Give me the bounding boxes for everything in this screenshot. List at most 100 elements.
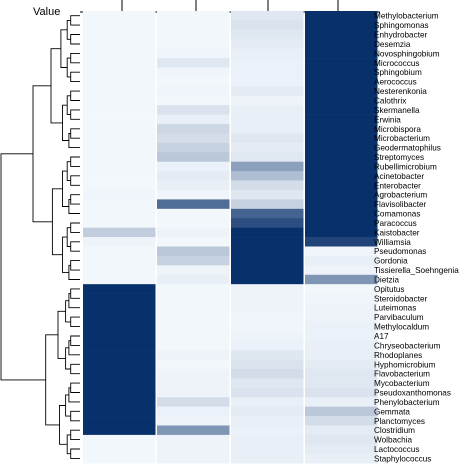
heatmap-cell xyxy=(305,124,378,134)
heatmap-cell xyxy=(83,331,156,341)
heatmap-cell xyxy=(157,86,230,97)
heatmap-cell xyxy=(83,340,156,351)
heatmap-cell xyxy=(83,142,156,153)
heatmap-cell xyxy=(231,246,304,257)
heatmap-cell xyxy=(157,142,230,153)
heatmap-cell xyxy=(83,20,156,31)
heatmap-cell xyxy=(231,95,304,106)
heatmap-cell xyxy=(157,11,230,21)
heatmap-cell xyxy=(157,406,230,417)
row-label: Rhodoplanes xyxy=(374,351,422,360)
heatmap-cell xyxy=(305,416,378,426)
heatmap-cell xyxy=(305,359,378,370)
heatmap-cell xyxy=(305,331,378,341)
heatmap-cell xyxy=(83,434,156,445)
row-label: Chryseobacterium xyxy=(374,341,441,350)
heatmap-cell xyxy=(231,76,304,87)
heatmap-cell xyxy=(83,39,156,49)
heatmap-cell xyxy=(305,11,378,21)
heatmap-cell xyxy=(157,416,230,426)
row-label: Rubellimicrobium xyxy=(374,162,437,171)
row-label: Acinetobacter xyxy=(374,172,424,181)
heatmap-cell xyxy=(83,152,156,163)
heatmap-cell xyxy=(305,29,378,40)
heatmap-cell xyxy=(231,444,304,455)
row-label: Sphingomonas xyxy=(374,21,429,30)
heatmap-cell xyxy=(157,303,230,313)
heatmap-cell xyxy=(83,95,156,106)
row-label: Williamsia xyxy=(374,238,411,247)
heatmap-cell xyxy=(231,189,304,200)
heatmap-cell xyxy=(231,180,304,191)
heatmap-cell xyxy=(305,444,378,455)
heatmap-cell xyxy=(157,274,230,285)
row-label: Mycobacterium xyxy=(374,379,430,388)
heatmap-cell xyxy=(83,246,156,257)
heatmap-cell xyxy=(83,237,156,247)
row-label: Dietzia xyxy=(374,275,399,284)
row-label: Skermanella xyxy=(374,106,420,115)
heatmap-cell xyxy=(231,312,304,323)
heatmap-cell xyxy=(305,303,378,313)
heatmap-cell xyxy=(231,331,304,341)
heatmap-cell xyxy=(157,444,230,455)
heatmap-cell xyxy=(305,274,378,285)
heatmap-cell xyxy=(83,218,156,228)
heatmap-cell xyxy=(157,237,230,247)
heatmap-cell xyxy=(157,105,230,115)
heatmap-cell xyxy=(157,161,230,172)
heatmap-cell xyxy=(157,171,230,181)
heatmap-cell xyxy=(83,284,156,294)
row-label: Hyphomicrobium xyxy=(374,360,436,369)
row-label: Clostridium xyxy=(374,426,415,435)
heatmap-cell xyxy=(305,199,378,210)
heatmap-cell xyxy=(231,340,304,351)
row-label: Kaistobacter xyxy=(374,228,420,237)
row-label: Microbacterium xyxy=(374,134,430,143)
heatmap-cell xyxy=(305,218,378,228)
heatmap-cell xyxy=(305,246,378,257)
heatmap-cell xyxy=(83,86,156,97)
row-label: Parvibaculum xyxy=(374,313,424,322)
heatmap-cell xyxy=(305,105,378,115)
heatmap-cell xyxy=(305,340,378,351)
row-label: Luteimonas xyxy=(374,304,416,313)
row-label: Gemmata xyxy=(374,407,410,416)
row-label: Erwinia xyxy=(374,115,401,124)
row-label: Calothrix xyxy=(374,96,406,105)
row-label: Planctomyces xyxy=(374,417,425,426)
heatmap-cell xyxy=(83,397,156,407)
row-label: Methylobacterium xyxy=(374,12,439,21)
heatmap-cell xyxy=(231,208,304,219)
row-label: Aerococcus xyxy=(374,78,417,87)
heatmap-cell xyxy=(157,255,230,266)
heatmap-cell xyxy=(83,378,156,389)
heatmap-cell xyxy=(305,39,378,49)
heatmap-cell xyxy=(157,29,230,40)
heatmap-cell xyxy=(305,58,378,68)
heatmap-cell xyxy=(83,48,156,59)
heatmap-cell xyxy=(157,293,230,304)
heatmap-cell xyxy=(157,67,230,78)
heatmap-cell xyxy=(83,255,156,266)
heatmap-cell xyxy=(83,312,156,323)
heatmap-cell xyxy=(231,265,304,276)
heatmap-cell xyxy=(83,444,156,455)
heatmap-cell xyxy=(305,425,378,436)
heatmap-cell xyxy=(305,180,378,191)
heatmap-cell xyxy=(305,171,378,181)
heatmap-cell xyxy=(305,378,378,389)
heatmap-cell xyxy=(157,350,230,360)
heatmap-cell xyxy=(83,321,156,332)
row-label: Opitutus xyxy=(374,285,405,294)
heatmap-cell xyxy=(305,114,378,125)
heatmap-cell xyxy=(231,274,304,285)
heatmap-cell xyxy=(157,58,230,68)
heatmap-cell xyxy=(83,67,156,78)
heatmap-cell xyxy=(231,67,304,78)
heatmap-cell xyxy=(231,11,304,21)
heatmap-cell xyxy=(231,416,304,426)
heatmap-cell xyxy=(231,453,304,464)
row-label: Micrococcus xyxy=(374,59,420,68)
heatmap-cell xyxy=(157,76,230,87)
